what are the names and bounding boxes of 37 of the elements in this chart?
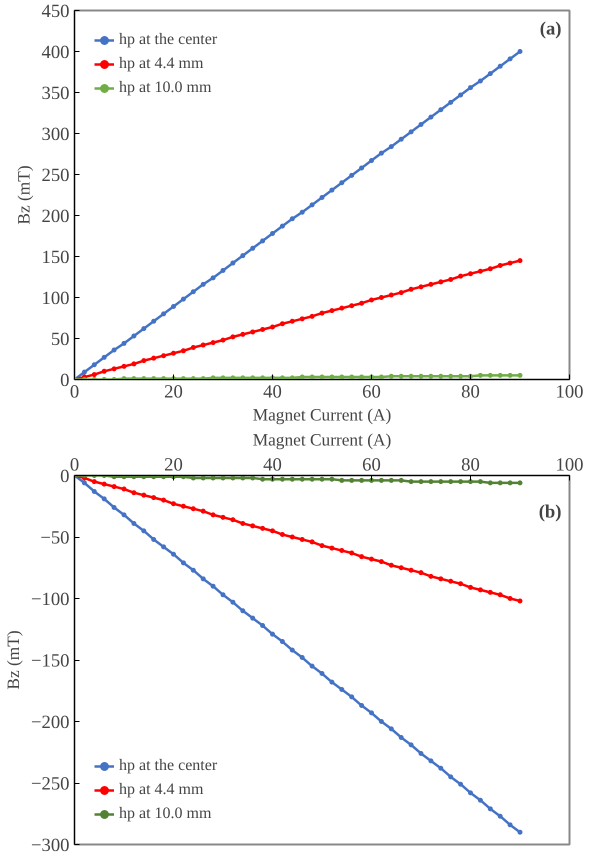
y-tick-label: −200	[30, 712, 70, 733]
y-tick-label: 300	[42, 124, 70, 145]
y-tick-label: 400	[42, 42, 70, 63]
x-tick-label: 20	[164, 454, 183, 476]
x-tick-label: 40	[263, 454, 282, 476]
x-tick-label: 80	[461, 454, 480, 476]
x-axis-title: Magnet Current (A)	[252, 406, 392, 424]
y-axis-title: Bz (mT)	[4, 630, 23, 690]
y-tick-label: −250	[30, 774, 70, 794]
annotation: (a)	[540, 18, 562, 40]
y-tick-label: 200	[42, 206, 70, 227]
x-tick-label: 40	[263, 382, 282, 402]
y-tick-label: −150	[30, 650, 70, 672]
x-tick-label: 100	[556, 454, 584, 476]
y-tick-label: −300	[30, 835, 70, 854]
y-tick-label: 50	[50, 329, 70, 350]
x-tick-label: 20	[164, 382, 183, 402]
x-tick-label: 80	[461, 382, 480, 402]
y-tick-label: −100	[30, 589, 70, 610]
y-tick-label: 250	[42, 165, 70, 186]
y-tick-label: 450	[42, 1, 70, 22]
legend-label: hp at 4.4 mm	[119, 55, 204, 73]
legend-label: hp at the center	[119, 757, 218, 775]
legend-label: hp at 10.0 mm	[119, 805, 212, 823]
legend-label: hp at 10.0 mm	[119, 79, 212, 97]
y-tick-label: 350	[42, 83, 70, 104]
x-tick-label: 60	[362, 382, 381, 402]
legend-label: hp at 4.4 mm	[119, 781, 204, 799]
x-tick-label: 100	[556, 382, 584, 402]
annotation: (b)	[538, 502, 562, 522]
y-axis-title: Bz (mT)	[14, 165, 34, 225]
x-axis-title: Magnet Current (A)	[252, 430, 392, 450]
legend-label: hp at the center	[119, 31, 218, 49]
y-tick-label: 100	[42, 288, 70, 309]
y-tick-label: −50	[40, 528, 70, 548]
y-tick-label: 150	[42, 247, 70, 268]
x-tick-label: 60	[362, 454, 381, 476]
